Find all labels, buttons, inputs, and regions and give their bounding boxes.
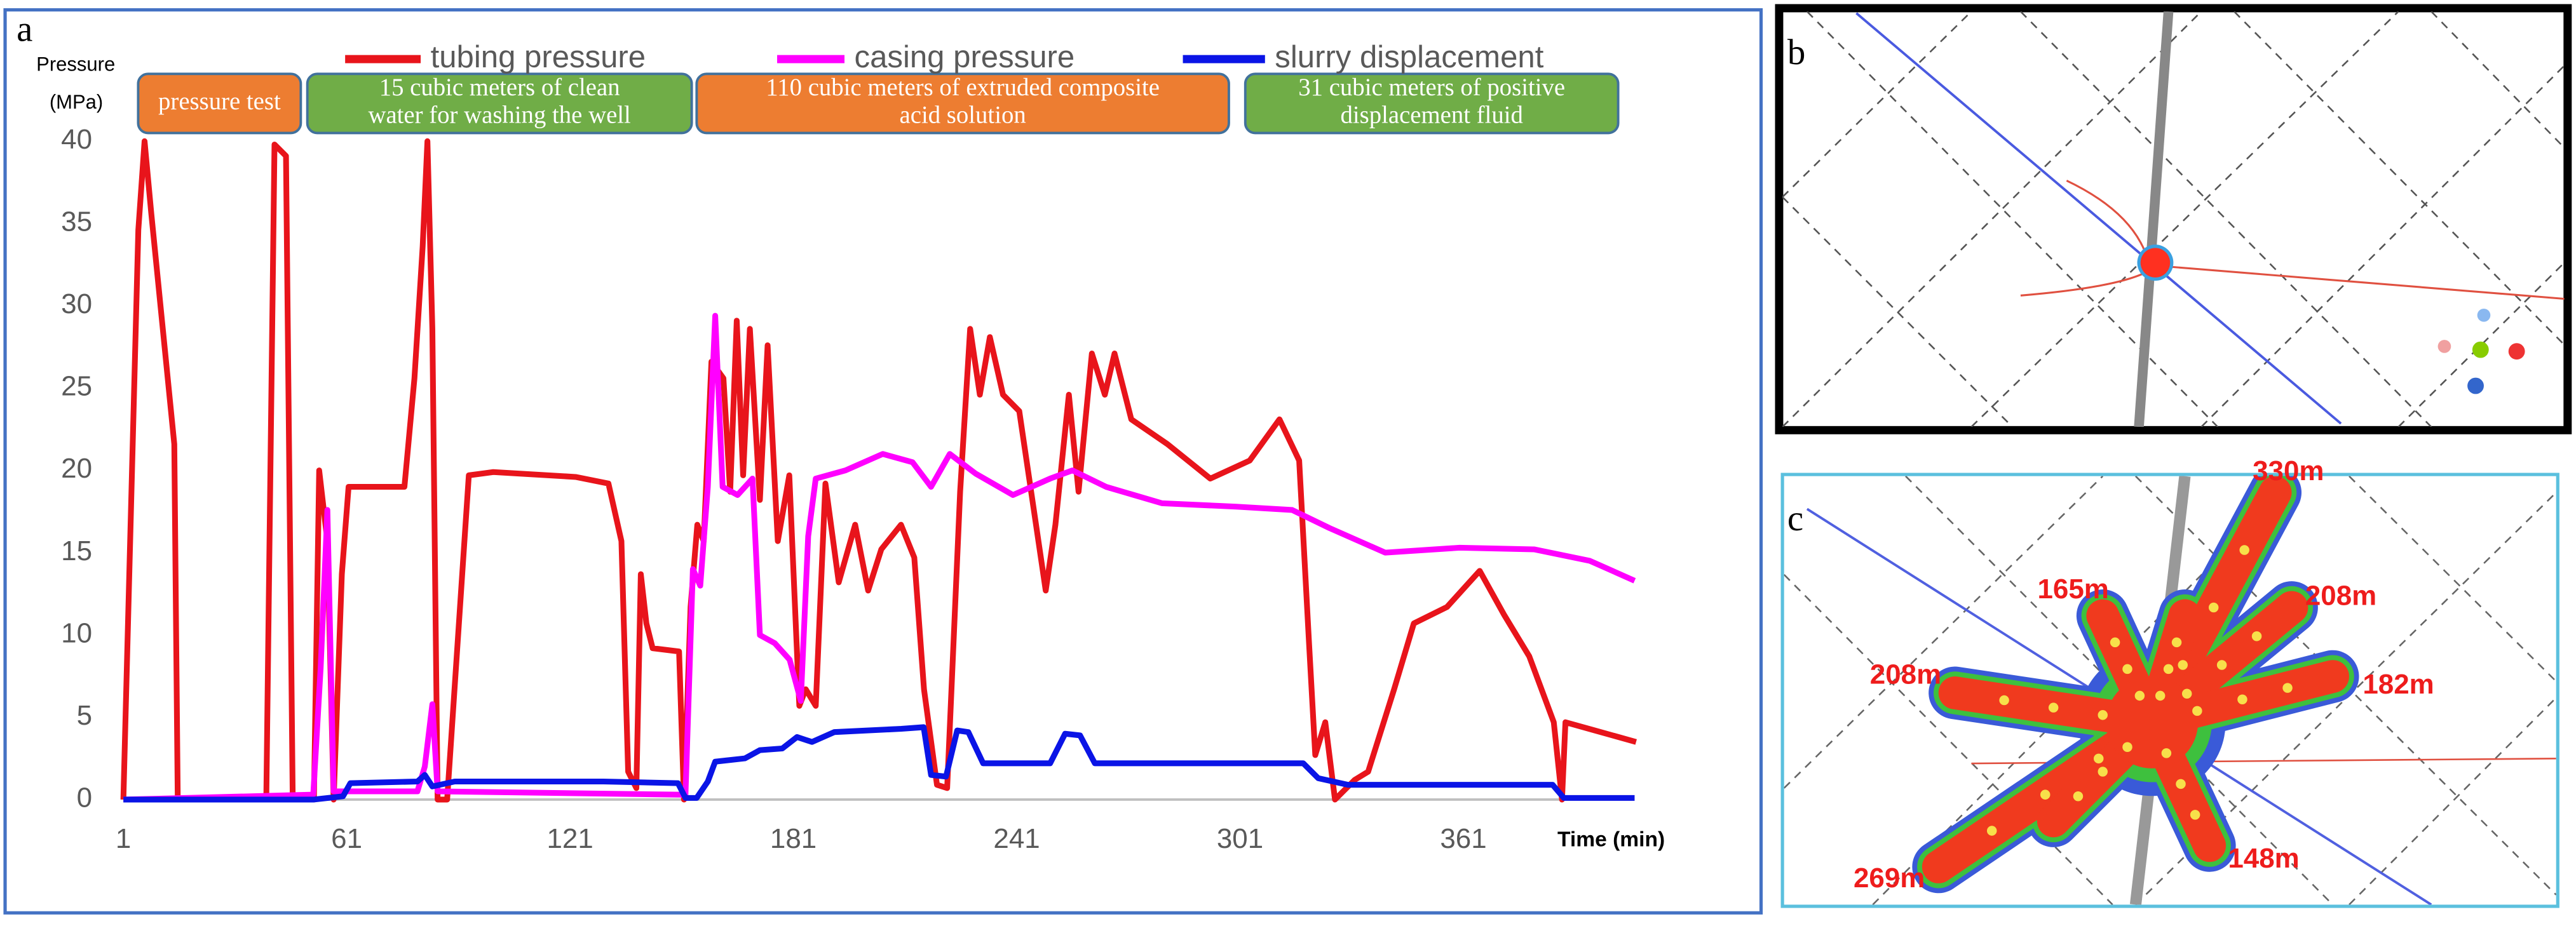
y-tick-label: 15 [61,535,92,567]
fracture-spot [2163,664,2174,674]
fracture-spot [2239,545,2249,555]
panel-c: c [1780,473,2559,908]
phase-label: 15 cubic meters of clean [379,74,620,101]
legend-label: casing pressure [855,40,1075,74]
fracture-spot [2122,664,2132,674]
fracture-spot [2181,688,2192,699]
plot: 0 5 10 15 20 25 30 35 40 1 61 121 181 241 301 361 pressu… [61,40,1637,854]
length-label: 208m [2305,580,2376,612]
fracture-spot [2110,637,2120,648]
phase-label: 31 cubic meters of positive [1298,74,1565,101]
panel-a-frame [3,8,1763,915]
phase-box [137,72,302,135]
phase-box [306,72,693,135]
phase-label: 110 cubic meters of extruded composite [766,74,1160,101]
phase-label: displacement fluid [1340,102,1522,129]
y-axis-label: Pressure [36,53,115,76]
fracture-spot [2251,631,2262,641]
fracture-spot [1986,826,1997,836]
panel-label: c [1787,499,1803,539]
x-tick-label: 301 [1217,823,1263,854]
fracture-spot [2208,602,2219,613]
x-tick-label: 121 [546,823,593,854]
length-label: 269m [1854,862,1925,894]
length-label: 208m [1870,659,1941,690]
phase-label: water for washing the well [368,102,630,129]
x-tick-label: 361 [1440,823,1486,854]
panel-b-image [1782,11,2565,427]
y-tick-label: 5 [77,700,92,731]
x-axis-label: Time (min) [1557,828,1665,851]
fracture-spot [2282,683,2293,693]
y-tick-label: 35 [61,206,92,238]
x-tick-label: 1 [116,823,131,854]
length-label: 148m [2228,843,2299,874]
y-tick-label: 10 [61,617,92,648]
phase-box [1244,72,1620,135]
x-tick-label: 61 [331,823,362,854]
x-tick-label: 181 [770,823,817,854]
fracture-spot [2216,660,2227,670]
phase-label: pressure test [158,88,281,115]
phase-label: acid solution [900,102,1026,129]
length-label: 182m [2362,669,2434,700]
fracture-spot [2161,748,2172,758]
fracture-spot [2237,694,2247,705]
fracture-spot [2134,690,2145,701]
fracture-spot [1999,695,2009,706]
panel-c-image [1784,476,2556,905]
fracture-spot [2190,810,2200,820]
fracture-spot [2048,702,2059,713]
length-label: 330m [2253,455,2324,486]
fracture-spot [2098,710,2108,720]
y-tick-label: 30 [61,288,92,319]
panel-b: b [1775,4,2572,434]
series-line [120,138,1637,803]
panel-label: a [17,10,32,50]
legend-label: slurry displacement [1275,40,1543,74]
y-tick-label: 25 [61,371,92,402]
panel-label: b [1787,32,1805,72]
fracture-spot [2098,767,2108,777]
fracture-spot [2192,706,2202,716]
y-tick-label: 0 [77,782,92,814]
y-axis-label: (MPa) [50,91,103,113]
panel-b-frame [1775,4,2572,434]
fracture-spot [2178,660,2188,670]
series-line [123,312,1636,803]
fracture-spot [2155,690,2166,701]
fracture-spot [2122,742,2132,752]
series-line [123,724,1635,803]
fracture-spot [2093,753,2104,764]
fracture-spot [2176,779,2186,789]
length-label: 165m [2037,574,2108,605]
legend-label: tubing pressure [431,40,646,74]
x-tick-label: 241 [993,823,1040,854]
phase-box [695,72,1230,135]
y-tick-label: 40 [61,124,92,155]
y-tick-label: 20 [61,453,92,484]
fracture-spot [2040,789,2051,800]
fracture-spot [2073,791,2084,802]
fracture-spot [2171,637,2182,648]
